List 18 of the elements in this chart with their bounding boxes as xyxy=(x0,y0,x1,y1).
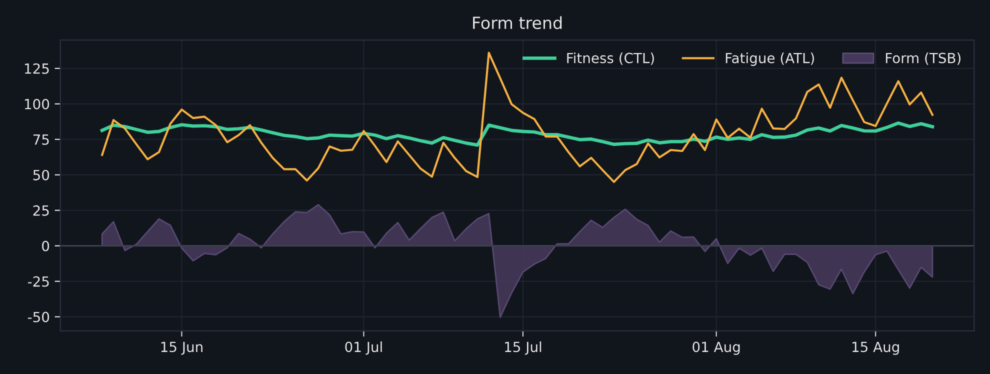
legend-label: Fatigue (ATL) xyxy=(726,52,814,66)
y-tick-label: -25 xyxy=(28,276,49,287)
legend-label: Form (TSB) xyxy=(886,52,960,65)
y-tick-label: 100 xyxy=(24,98,50,110)
y-tick-label: -50 xyxy=(28,312,50,322)
y-tick-label: 0 xyxy=(42,240,50,252)
x-tick-label: 15 Jun xyxy=(161,342,202,355)
line-series xyxy=(100,121,934,147)
y-tick-label: 125 xyxy=(24,63,49,74)
x-tick-label: 01 Aug xyxy=(692,342,740,355)
chart-title: Form trend xyxy=(473,16,562,30)
legend-label: Fitness (CTL) xyxy=(567,52,654,65)
x-tick-label: 15 Aug xyxy=(852,342,899,355)
y-tick-label: 25 xyxy=(33,205,49,216)
y-tick-label: 75 xyxy=(33,134,49,145)
y-tick-label: 50 xyxy=(33,170,50,180)
x-tick-label: 15 Jul xyxy=(505,341,542,355)
x-tick-label: 01 Jul xyxy=(345,341,382,355)
